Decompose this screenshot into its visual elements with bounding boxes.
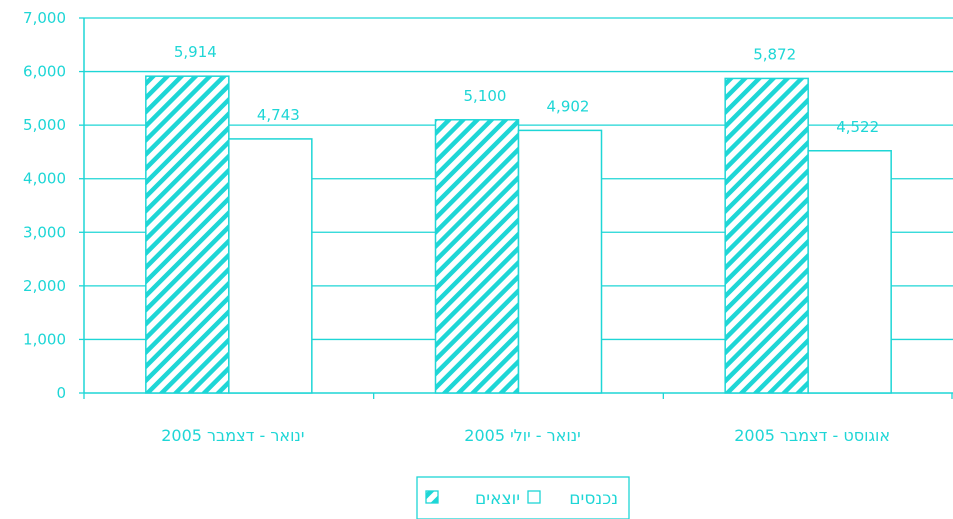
bars bbox=[145, 75, 892, 394]
legend-label-outgoing: יוצאים bbox=[475, 489, 520, 509]
legend-swatch-outgoing bbox=[425, 490, 439, 504]
legend-swatch-incoming bbox=[527, 490, 541, 504]
y-tick-label: 3,000 bbox=[23, 223, 66, 241]
legend-label-incoming: נכנסים bbox=[569, 489, 618, 509]
data-label: 4,522 bbox=[836, 118, 879, 136]
bar-outgoing bbox=[145, 75, 230, 394]
bar-incoming bbox=[228, 138, 313, 394]
legend: נכנסים יוצאים bbox=[416, 476, 630, 519]
bar-incoming bbox=[517, 129, 603, 394]
bar-outgoing bbox=[724, 77, 809, 394]
y-tick-label: 6,000 bbox=[23, 63, 66, 81]
data-label: 4,743 bbox=[257, 106, 300, 124]
bar-outgoing bbox=[434, 119, 520, 394]
data-label: 4,902 bbox=[547, 97, 590, 115]
y-tick-label: 0 bbox=[56, 384, 66, 402]
data-label: 5,914 bbox=[174, 43, 217, 61]
bar-incoming bbox=[807, 150, 892, 394]
category-label: ינואר - דצמבר 2005 bbox=[161, 426, 304, 445]
category-label: אוגוסט - דצמבר 2005 bbox=[734, 426, 890, 445]
y-tick-label: 4,000 bbox=[23, 170, 66, 188]
category-label: ינואר - יולי 2005 bbox=[464, 426, 580, 445]
y-tick-label: 1,000 bbox=[23, 330, 66, 348]
y-tick-label: 2,000 bbox=[23, 277, 66, 295]
y-tick-label: 5,000 bbox=[23, 116, 66, 134]
y-tick-labels: 0 1,000 2,000 3,000 4,000 5,000 6,000 7,000 bbox=[23, 9, 66, 402]
data-labels: 5,914 4,743 5,100 4,902 5,872 4,522 bbox=[174, 43, 879, 136]
data-label: 5,100 bbox=[464, 87, 507, 105]
y-tick-label: 7,000 bbox=[23, 9, 66, 27]
legend-box bbox=[416, 476, 630, 519]
data-label: 5,872 bbox=[753, 45, 796, 63]
category-labels: ינואר - דצמבר 2005 ינואר - יולי 2005 אוגוס… bbox=[161, 426, 890, 445]
